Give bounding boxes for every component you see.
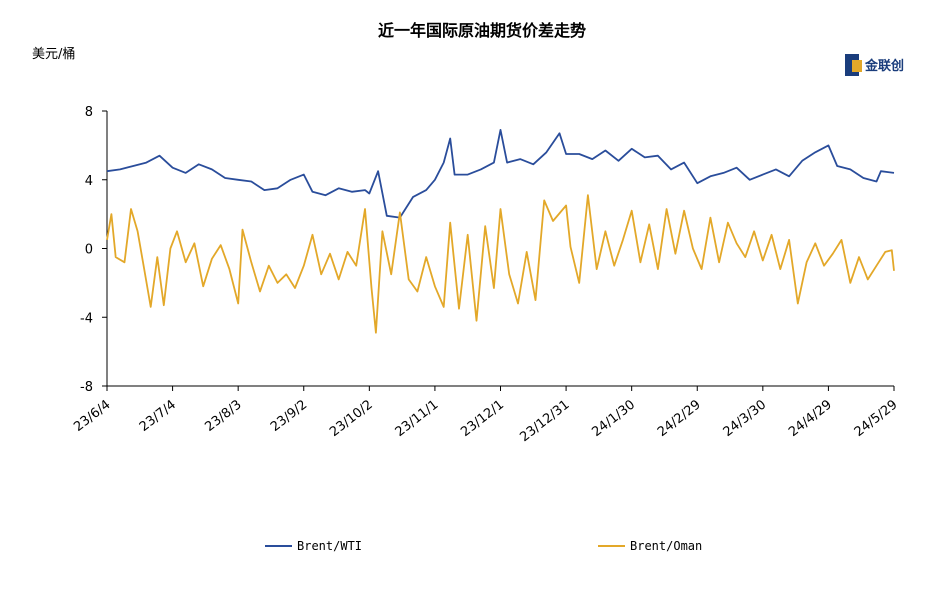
x-tick-label: 24/2/29 (655, 397, 704, 440)
legend: Brent/WTI Brent/Oman (265, 539, 702, 553)
series-layer (106, 128, 895, 334)
legend-label: Brent/Oman (630, 539, 702, 553)
x-tick-label: 24/4/29 (786, 397, 835, 440)
x-tick-label: 23/10/2 (327, 397, 376, 440)
x-tick-label: 23/9/2 (268, 397, 310, 435)
x-tick-label: 23/11/1 (393, 397, 442, 440)
x-tick-label: 23/8/3 (202, 397, 244, 435)
y-tick-label: 4 (85, 174, 93, 189)
x-tick-label: 23/6/4 (71, 397, 113, 435)
logo: 金联创 (845, 54, 904, 76)
x-tick-label: 23/7/4 (137, 397, 179, 435)
legend-label: Brent/WTI (297, 539, 362, 553)
y-tick-label: 0 (85, 243, 93, 258)
x-tick-label: 24/3/30 (721, 397, 770, 440)
chart-title: 近一年国际原油期货价差走势 (378, 21, 586, 40)
y-axis-unit: 美元/桶 (32, 47, 75, 62)
logo-mark-right (852, 60, 862, 72)
x-tick-label: 24/5/29 (852, 397, 901, 440)
series-line-brent-oman (106, 194, 895, 334)
axes: -8 -4 0 4 8 23/6/4 23/7/4 23/8/3 23/9/2 23/10/2 23… (71, 105, 900, 445)
y-tick-label: 8 (85, 105, 93, 120)
y-tick-label: -8 (80, 380, 93, 395)
x-tick-label: 23/12/1 (458, 397, 507, 440)
series-line-brent-wti (106, 128, 895, 219)
x-tick-label: 24/1/30 (589, 397, 638, 440)
x-tick-label: 23/12/31 (517, 397, 572, 445)
logo-text: 金联创 (864, 58, 904, 74)
y-tick-label: -4 (80, 311, 93, 326)
